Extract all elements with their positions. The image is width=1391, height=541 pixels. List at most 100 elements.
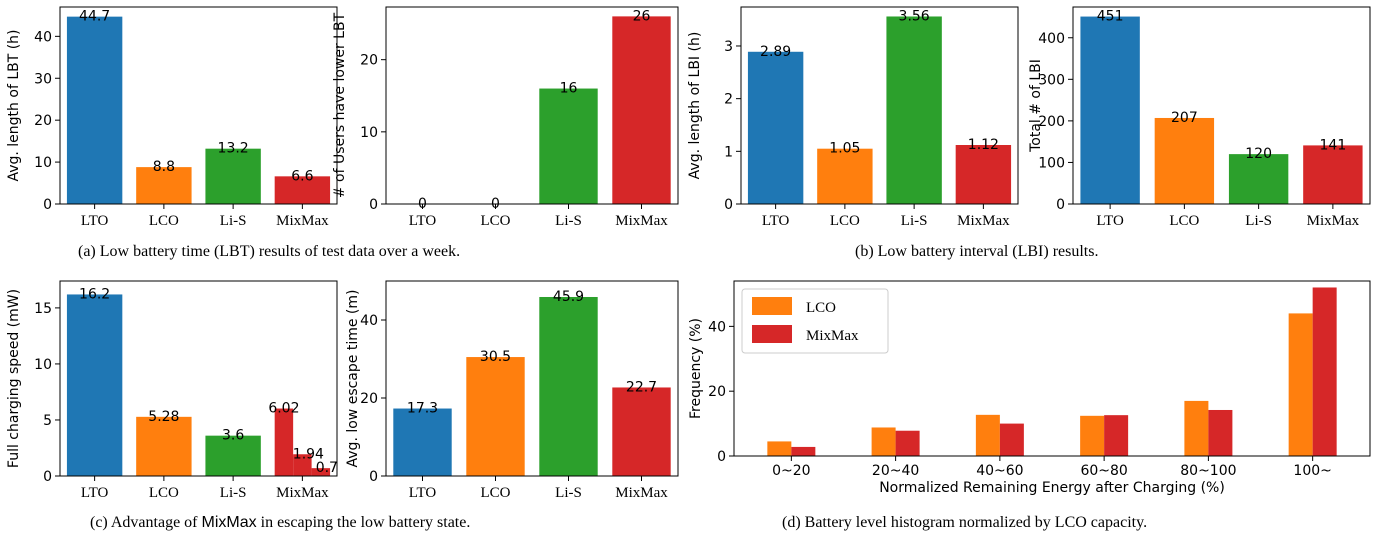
xtick-label: LTO	[1096, 213, 1124, 229]
xtick-label: 100~	[1293, 463, 1331, 479]
xtick-label: MixMax	[1307, 213, 1360, 229]
ytick-label: 3	[724, 39, 733, 55]
mixmax-bar	[311, 468, 331, 476]
caption-c-mixmax: MixMax	[201, 514, 257, 531]
xtick-label: MixMax	[957, 213, 1010, 229]
ytick-label: 10	[360, 125, 378, 141]
caption-b: (b) Low battery interval (LBI) results.	[855, 243, 1099, 260]
xtick-label: LCO	[830, 213, 860, 229]
y-axis-label: Frequency (%)	[688, 318, 704, 419]
bar	[466, 357, 525, 476]
xtick-label: Li-S	[220, 213, 247, 229]
histogram-bar	[767, 441, 792, 456]
data-label: 8.8	[153, 159, 175, 175]
bar	[66, 16, 123, 204]
histogram-bar	[999, 423, 1024, 456]
data-label: 17.3	[407, 401, 438, 417]
y-axis-label: # of Users have lower LBT	[332, 12, 348, 198]
bar	[1303, 145, 1363, 204]
caption-c-pre: (c) Advantage of	[90, 514, 202, 531]
ytick-label: 20	[708, 384, 726, 400]
xtick-label: MixMax	[276, 485, 329, 501]
data-label: 2.89	[760, 44, 791, 60]
y-axis-label: Avg. length of LBI (h)	[687, 32, 703, 180]
caption-c-post: in escaping the low battery state.	[256, 514, 471, 531]
data-label: 30.5	[480, 349, 511, 365]
xtick-label: LTO	[81, 213, 109, 229]
bar	[817, 148, 873, 204]
bar	[136, 416, 192, 476]
caption-a: (a) Low battery time (LBT) results of te…	[78, 243, 461, 260]
bar	[539, 88, 598, 204]
bar	[612, 16, 671, 205]
bar	[747, 51, 804, 204]
ytick-label: 40	[360, 313, 378, 329]
mixmax-bar	[293, 454, 312, 476]
xtick-label: 60~80	[1080, 463, 1127, 479]
caption-c: (c) Advantage of MixMax in escaping the …	[90, 514, 470, 532]
histogram-bar	[1288, 313, 1313, 456]
chart-panel-4: 0 100 200 300 400 Total # of LBI LTO 451 LCO 207 L…	[1028, 6, 1371, 229]
chart-panel-5-frame	[59, 280, 338, 477]
mixmax-bar	[274, 408, 294, 476]
histogram-bar	[1312, 287, 1337, 456]
chart-panel-4-frame	[1072, 6, 1371, 205]
y-axis-label: Avg. low escape time (m)	[345, 290, 361, 468]
xtick-label: MixMax	[276, 213, 329, 229]
bar	[1154, 117, 1215, 204]
data-label: 5.28	[148, 409, 179, 425]
ytick-label: 300	[1038, 72, 1065, 88]
xtick-label: LTO	[409, 485, 437, 501]
xtick-label: Li-S	[555, 485, 582, 501]
ytick-label: 20	[360, 53, 378, 69]
xtick-label: LTO	[81, 485, 109, 501]
bar	[205, 435, 261, 476]
ytick-label: 400	[1038, 31, 1065, 47]
histogram-bar	[1104, 415, 1129, 456]
xtick-label: LTO	[762, 213, 790, 229]
histogram-bar	[895, 430, 920, 456]
ytick-label: 40	[34, 29, 52, 45]
ytick-label: 100	[1038, 155, 1065, 171]
chart-panel-1: 0 10 20 30 40 Avg. length of LBT (h) LTO 44.7 LC…	[6, 6, 338, 229]
xtick-label: 0~20	[772, 463, 810, 479]
ytick-label: 0	[724, 197, 733, 213]
chart-panel-5: 0 5 10 15 Full charging speed (mW) LTO 16.2 LCO…	[6, 280, 338, 501]
bar	[136, 167, 192, 204]
mixmax-data-label: 6.02	[268, 401, 299, 417]
data-label: 22.7	[626, 379, 657, 395]
data-label: 16.2	[79, 286, 110, 302]
chart-panel-1-frame	[59, 6, 338, 205]
bar	[66, 294, 123, 476]
xtick-label: MixMax	[615, 213, 668, 229]
ytick-label: 0	[717, 449, 726, 465]
ytick-label: 2	[724, 92, 733, 108]
xtick-label: LCO	[481, 485, 511, 501]
bar	[1228, 154, 1289, 204]
ytick-label: 0	[369, 469, 378, 485]
chart-panel-3: 0 1 2 3 Avg. length of LBI (h) LTO 2.89 LCO 1.05…	[687, 6, 1019, 229]
xtick-label: LCO	[1169, 213, 1199, 229]
data-label: 207	[1171, 110, 1198, 126]
bar	[274, 176, 331, 204]
data-label: 120	[1245, 146, 1272, 162]
legend-entry: MixMax	[806, 328, 859, 344]
data-label: 3.6	[222, 428, 244, 444]
legend-swatch	[752, 325, 792, 343]
mixmax-data-label: 0.7	[316, 460, 338, 476]
data-label: 1.05	[829, 141, 860, 157]
bar	[539, 296, 598, 476]
xtick-label: 40~60	[976, 463, 1023, 479]
xtick-label: LTO	[409, 213, 437, 229]
y-axis-label: Full charging speed (mW)	[6, 289, 22, 468]
ytick-label: 15	[34, 301, 52, 317]
data-label: 3.56	[899, 8, 930, 24]
legend-entry: LCO	[806, 300, 836, 316]
data-label: 6.6	[291, 168, 313, 184]
data-label: 13.2	[218, 141, 249, 157]
ytick-label: 0	[43, 469, 52, 485]
x-axis-label: Normalized Remaining Energy after Chargi…	[879, 480, 1225, 496]
ytick-label: 0	[369, 197, 378, 213]
